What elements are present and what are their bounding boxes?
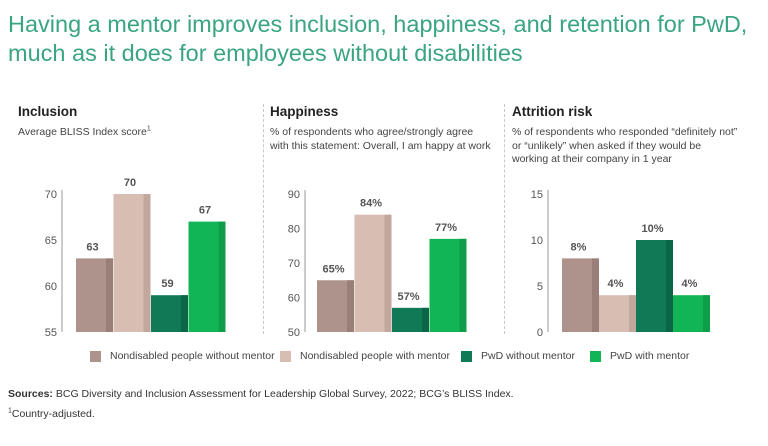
data-label-p1-4: 67: [199, 205, 211, 217]
y-tick-label-p1-1: 55: [45, 327, 57, 339]
legend-swatch-4: [590, 351, 601, 362]
y-tick-label-p3-1: 0: [537, 327, 543, 339]
bar-shade-p1-2: [143, 194, 151, 332]
data-label-p2-2: 84%: [360, 198, 382, 210]
bar-p1-3: [151, 295, 188, 332]
title-line-2: much as it does for employees without di…: [8, 40, 523, 66]
panel-title-attrition: Attrition risk: [512, 104, 593, 119]
panel-subtitle-inclusion-text: Average BLISS Index score: [18, 126, 147, 138]
footnote-text: Country-adjusted.: [11, 408, 95, 420]
bar-p2-1: [317, 280, 354, 332]
bar-shade-p3-1: [592, 258, 599, 332]
bar-p3-3: [636, 240, 673, 332]
footnote-marker: 1: [8, 407, 12, 415]
panel-subtitle-attrition-line-1: % of respondents who responded “definite…: [512, 126, 738, 138]
y-tick-label-p2-4: 80: [288, 224, 300, 236]
panel-subtitle-attrition: % of respondents who responded “definite…: [512, 126, 737, 167]
data-label-p2-1: 65%: [322, 263, 344, 275]
bar-p1-2: [113, 194, 151, 332]
data-label-p3-2: 4%: [608, 278, 624, 290]
data-label-p3-3: 10%: [641, 223, 663, 235]
y-tick-label-p1-2: 60: [45, 281, 57, 293]
bar-p3-4: [673, 295, 710, 332]
chart-title: Having a mentor improves inclusion, happ…: [8, 10, 763, 68]
bar-p1-1: [76, 258, 113, 332]
data-label-p1-3: 59: [161, 278, 173, 290]
data-label-p2-4: 77%: [435, 222, 457, 234]
bar-shade-p2-4: [459, 238, 467, 332]
y-tick-label-p3-3: 10: [531, 235, 543, 247]
panel-subtitle-happiness: % of respondents who agree/strongly agre…: [270, 126, 491, 153]
legend-label-3: PwD without mentor: [481, 350, 575, 362]
y-tick-label-p2-1: 50: [288, 327, 300, 339]
bar-p3-2: [599, 295, 636, 332]
panel-subtitle-happiness-line-2: with this statement: Overall, I am happy…: [270, 139, 491, 152]
panel-divider-2: [504, 104, 505, 334]
sources-text: BCG Diversity and Inclusion Assessment f…: [52, 388, 514, 400]
y-tick-label-p2-2: 60: [288, 293, 300, 305]
bar-shade-p1-3: [181, 295, 188, 332]
legend-swatch-2: [280, 351, 291, 362]
bar-shade-p1-4: [218, 221, 226, 332]
y-tick-label-p2-3: 70: [288, 258, 300, 270]
bar-p2-2: [354, 214, 392, 332]
legend-label-2: Nondisabled people with mentor: [300, 350, 451, 362]
y-tick-label-p3-4: 15: [531, 189, 543, 201]
panel-subtitle-happiness-line-1: % of respondents who agree/strongly agre…: [270, 126, 474, 138]
data-label-p1-2: 70: [124, 177, 136, 189]
bar-p1-4: [188, 221, 226, 332]
legend-label-4: PwD with mentor: [610, 350, 690, 362]
bar-shade-p2-1: [347, 280, 354, 332]
panel-divider-1: [263, 104, 264, 334]
data-label-p3-4: 4%: [682, 278, 698, 290]
bar-shade-p3-2: [629, 295, 636, 332]
y-tick-label-p1-4: 70: [45, 189, 57, 201]
footnote: 1Country-adjusted.: [8, 407, 95, 421]
panel-subtitle-inclusion: Average BLISS Index score1: [18, 126, 151, 140]
y-tick-label-p2-5: 90: [288, 189, 300, 201]
y-tick-label-p3-2: 5: [537, 281, 543, 293]
legend-swatch-3: [461, 351, 472, 362]
data-label-p3-1: 8%: [571, 241, 587, 253]
panel-subtitle-attrition-line-2: or “unlikely” when asked if they would b…: [512, 139, 702, 152]
bar-shade-p3-4: [703, 295, 710, 332]
panel-subtitle-inclusion-sup: 1: [146, 125, 151, 133]
data-label-p1-1: 63: [86, 241, 98, 253]
sources-note: Sources: BCG Diversity and Inclusion Ass…: [8, 388, 514, 400]
bar-p3-1: [562, 258, 599, 332]
bar-p2-4: [429, 238, 467, 332]
bar-shade-p2-3: [422, 307, 429, 332]
bar-p2-3: [392, 307, 429, 332]
bar-shade-p2-2: [384, 214, 392, 332]
panel-subtitle-attrition-line-3: working at their company in 1 year: [512, 153, 672, 165]
bar-shade-p1-1: [106, 258, 113, 332]
y-tick-label-p1-3: 65: [45, 235, 57, 247]
title-line-1: Having a mentor improves inclusion, happ…: [8, 11, 748, 37]
legend-label-1: Nondisabled people without mentor: [110, 350, 275, 362]
bar-shade-p3-3: [666, 240, 673, 332]
data-label-p2-3: 57%: [397, 291, 419, 303]
legend-swatch-1: [90, 351, 101, 362]
sources-label: Sources:: [8, 388, 53, 400]
panel-title-inclusion: Inclusion: [18, 104, 78, 119]
panel-title-happiness: Happiness: [270, 104, 339, 119]
